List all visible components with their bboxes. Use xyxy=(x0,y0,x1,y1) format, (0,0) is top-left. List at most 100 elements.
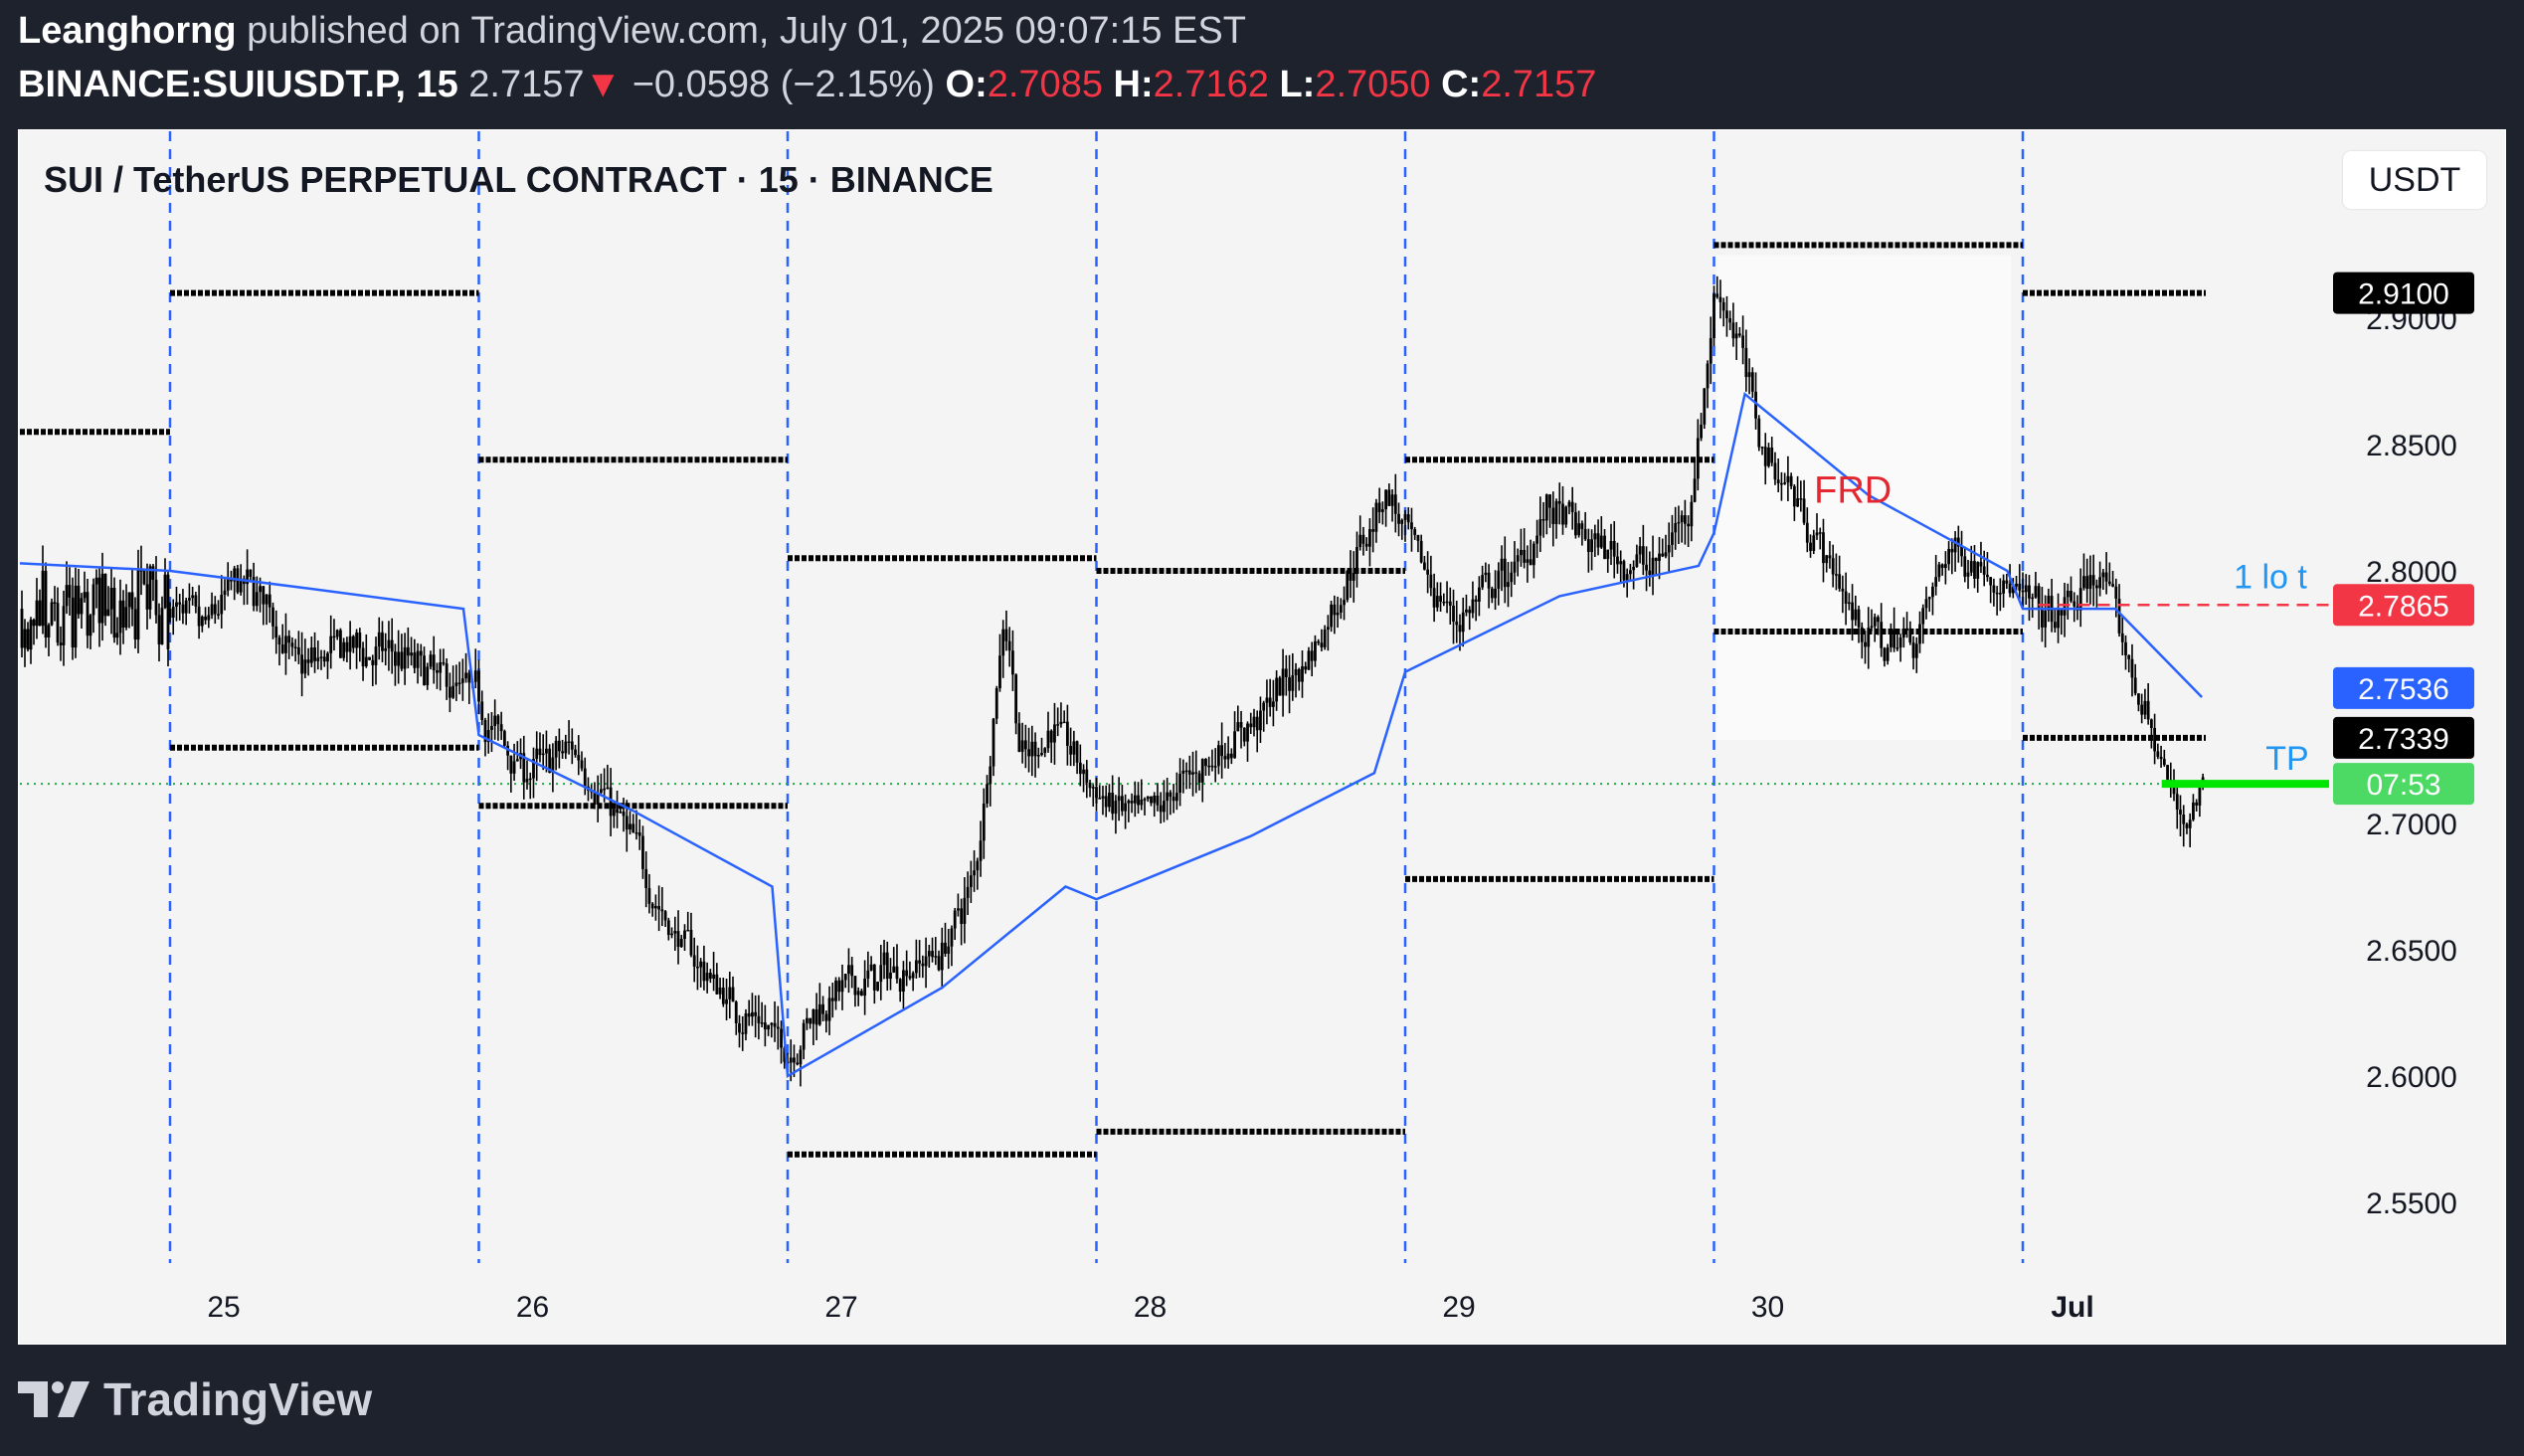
candle-body xyxy=(103,573,107,617)
candle-body xyxy=(551,757,555,773)
candle-body xyxy=(1255,716,1259,731)
candle-body xyxy=(1104,796,1108,808)
candle-body xyxy=(905,970,909,977)
candle-body xyxy=(689,929,693,956)
candle-body xyxy=(178,602,182,605)
candle-body xyxy=(1737,333,1741,336)
candle-body xyxy=(47,625,51,637)
currency-button[interactable]: USDT xyxy=(2343,151,2486,209)
candle-body xyxy=(223,590,227,595)
price-label-box xyxy=(2333,272,2474,314)
candle-body xyxy=(394,651,397,666)
candle-body xyxy=(657,905,661,910)
candle-body xyxy=(744,1012,748,1034)
candle-body xyxy=(1271,701,1275,707)
candle-body xyxy=(1998,593,2002,595)
candle-body xyxy=(355,632,358,648)
candle-body xyxy=(1931,586,1934,598)
candle-body xyxy=(721,987,725,1004)
candle-body xyxy=(1548,494,1551,508)
candle-body xyxy=(892,966,896,973)
candle-body xyxy=(345,641,349,652)
candle-body xyxy=(1133,795,1137,804)
candle-body xyxy=(1095,787,1098,799)
candle-body xyxy=(741,1032,745,1034)
candle-body xyxy=(821,1003,824,1014)
candle-body xyxy=(692,955,696,967)
candle-body xyxy=(1435,596,1439,608)
tradingview-logo[interactable]: TradingView xyxy=(18,1372,372,1426)
chart-pane[interactable] xyxy=(18,129,2506,1345)
candle-body xyxy=(1680,515,1684,522)
candle-body xyxy=(1416,534,1420,541)
candle-body xyxy=(502,731,506,746)
open-label: O: xyxy=(945,64,988,105)
candle-body xyxy=(953,910,957,929)
candle-body xyxy=(361,647,365,666)
candle-body xyxy=(274,626,278,638)
candle-body xyxy=(387,639,391,648)
candle-body xyxy=(641,835,644,869)
candle-body xyxy=(1541,519,1545,521)
candle-body xyxy=(309,647,313,663)
candle-body xyxy=(927,951,931,957)
candle-body xyxy=(1043,748,1047,754)
candle-body xyxy=(918,960,922,964)
candle-body xyxy=(1567,501,1571,507)
candle-body xyxy=(872,964,876,991)
candle-body xyxy=(1953,537,1957,553)
candle-body xyxy=(65,585,69,607)
candle-body xyxy=(509,755,513,774)
candle-body xyxy=(1477,587,1481,603)
candle-body xyxy=(1020,740,1024,752)
candle-body xyxy=(1229,753,1233,759)
candle-body xyxy=(1166,792,1170,802)
candle-body xyxy=(814,1008,818,1025)
candle-body xyxy=(1226,753,1230,760)
candle-body xyxy=(1452,606,1455,623)
candle-body xyxy=(1973,561,1976,579)
candle-body xyxy=(1191,772,1194,775)
candle-body xyxy=(1172,797,1175,802)
candle-body xyxy=(300,654,304,674)
candle-body xyxy=(577,755,581,761)
candle-body xyxy=(1654,557,1658,561)
candle-body xyxy=(1596,533,1600,548)
candle-body xyxy=(1950,548,1954,553)
candle-body xyxy=(1439,596,1442,602)
candle-body xyxy=(277,637,281,645)
candle-body xyxy=(1880,622,1884,648)
candle-body xyxy=(1773,462,1777,480)
candle-body xyxy=(1001,629,1005,656)
candle-body xyxy=(2021,590,2025,593)
candle-body xyxy=(1320,642,1324,647)
candle-body xyxy=(171,607,175,619)
candle-body xyxy=(783,1047,787,1062)
author-name[interactable]: Leanghorng xyxy=(18,10,237,52)
candle-body xyxy=(976,860,980,871)
x-tick-label: 30 xyxy=(1751,1291,1784,1324)
chart-title: SUI / TetherUS PERPETUAL CONTRACT · 15 ·… xyxy=(44,159,993,200)
candle-body xyxy=(1336,612,1340,616)
candle-body xyxy=(259,586,262,593)
candle-body xyxy=(2041,607,2044,628)
candle-body xyxy=(570,741,574,750)
candle-body xyxy=(924,956,928,967)
candle-body xyxy=(166,574,170,649)
candle-body xyxy=(1979,562,1983,567)
candle-body xyxy=(1072,741,1076,755)
candle-body xyxy=(1760,447,1764,449)
candle-body xyxy=(593,792,597,805)
candle-body xyxy=(1667,544,1671,553)
candle-body xyxy=(268,594,271,608)
candle-body xyxy=(947,946,951,954)
candle-body xyxy=(2028,585,2031,599)
candle-body xyxy=(1873,617,1877,627)
candle-body xyxy=(2149,719,2153,728)
candle-body xyxy=(1960,546,1963,557)
candle-body xyxy=(1883,647,1887,661)
candle-body xyxy=(663,911,667,921)
candle-body xyxy=(666,920,670,936)
candle-body xyxy=(973,870,976,876)
